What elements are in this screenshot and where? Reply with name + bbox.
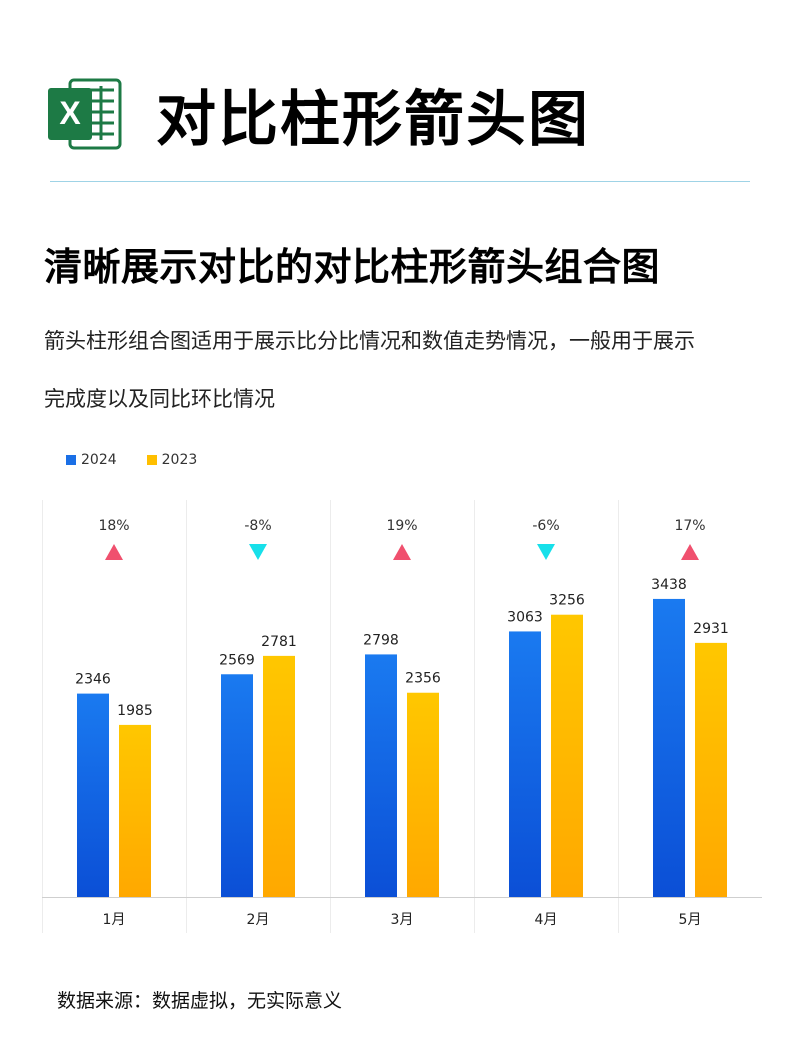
x-tick-label: 5月 [679,912,702,928]
arrow-down-icon [249,544,267,560]
arrow-up-icon [105,544,123,560]
bar-2023 [551,614,583,897]
bar-2023 [119,724,151,897]
chart-legend: 2024 2023 [66,452,227,468]
description-line-2: 完成度以及同比环比情况 [44,387,275,411]
legend-label-2023: 2023 [161,452,198,468]
data-label: 2569 [219,652,255,668]
description-line-1: 箭头柱形组合图适用于展示比分比情况和数值走势情况，一般用于展示 [44,329,695,353]
change-label: 18% [98,518,129,534]
bar-2024 [509,631,541,897]
x-tick-label: 4月 [535,912,558,928]
x-tick-label: 2月 [247,912,270,928]
arrow-up-icon [681,544,699,560]
bar-2023 [407,692,439,897]
bar-2023 [263,655,295,897]
change-label: -8% [244,518,271,534]
legend-item-2024: 2024 [66,452,117,468]
data-source-note: 数据来源：数据虚拟，无实际意义 [57,990,343,1012]
data-label: 2781 [261,634,297,650]
legend-item-2023: 2023 [146,452,198,468]
change-label: 19% [386,518,417,534]
page-title: 对比柱形箭头图 [156,84,590,155]
data-label: 2798 [363,632,399,648]
data-label: 3063 [507,609,543,625]
divider [50,181,750,182]
data-label: 1985 [117,703,153,719]
bar-chart: 18% 2346 1985 1月 -8% 2569 2781 2月 19% 2798 2356 3月 -… [42,500,762,933]
logo-letter: X [59,95,81,131]
section-subtitle: 清晰展示对比的对比柱形箭头组合图 [44,245,661,289]
arrow-up-icon [393,544,411,560]
excel-icon: X [48,78,122,150]
data-label: 2931 [693,621,729,637]
x-tick-label: 3月 [391,912,414,928]
header: X 对比柱形箭头图 [44,72,590,156]
change-label: -6% [532,518,559,534]
change-label: 17% [674,518,705,534]
arrow-down-icon [537,544,555,560]
data-label: 2346 [75,672,111,688]
bar-2024 [221,674,253,897]
legend-swatch-2023 [146,455,157,465]
bar-2024 [365,654,397,897]
bar-2024 [77,693,109,897]
legend-swatch-2024 [66,455,76,465]
bar-2023 [695,642,727,897]
data-label: 3256 [549,593,585,609]
legend-label-2024: 2024 [81,452,117,468]
data-label: 2356 [405,671,441,687]
bar-2024 [653,598,685,897]
data-label: 3438 [651,577,687,593]
x-tick-label: 1月 [103,912,126,928]
chart-area: 18% 2346 1985 1月 -8% 2569 2781 2月 19% 2798 2356 3月 -… [42,500,762,940]
